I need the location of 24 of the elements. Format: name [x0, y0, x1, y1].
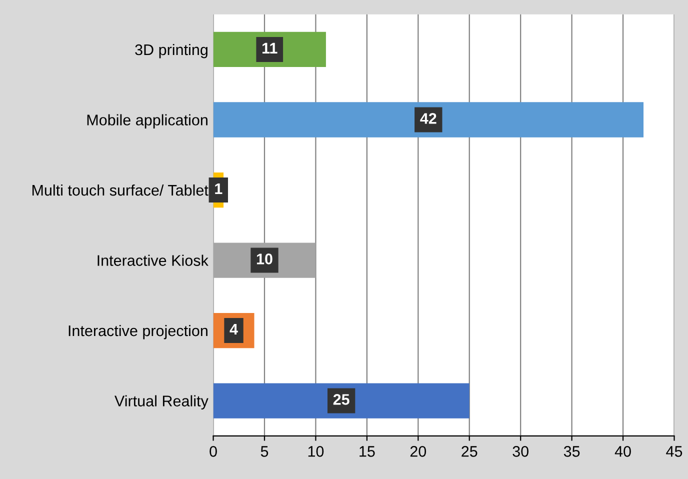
data-label: 1 — [215, 183, 222, 194]
x-tick-label: 25 — [462, 446, 478, 457]
bar — [213, 102, 644, 138]
data-label: 11 — [262, 42, 278, 54]
x-tick-label: 10 — [308, 446, 324, 457]
x-tick-label: 35 — [564, 446, 580, 457]
data-label: 4 — [230, 324, 238, 334]
x-tick-label: 20 — [410, 446, 426, 457]
y-tick-label: Mobile application — [87, 114, 208, 128]
x-tick-label: 5 — [260, 446, 268, 457]
y-tick-label: Interactive projection — [68, 324, 208, 340]
x-tick-label: 0 — [210, 446, 217, 457]
data-label: 10 — [256, 254, 272, 264]
data-label: 42 — [420, 113, 436, 124]
data-label: 25 — [333, 394, 350, 405]
y-tick-label: Interactive Kiosk — [98, 254, 208, 266]
x-tick-label: 15 — [360, 446, 375, 457]
y-tick-label: Multi touch surface/ Tablet — [32, 184, 208, 196]
x-tick-label: 45 — [666, 446, 682, 457]
y-tick-label: Virtual Reality — [114, 395, 208, 410]
bar — [213, 383, 470, 418]
x-tick-label: 40 — [614, 446, 631, 457]
y-tick-label: 3D printing — [135, 44, 208, 58]
x-tick-label: 30 — [512, 446, 528, 457]
